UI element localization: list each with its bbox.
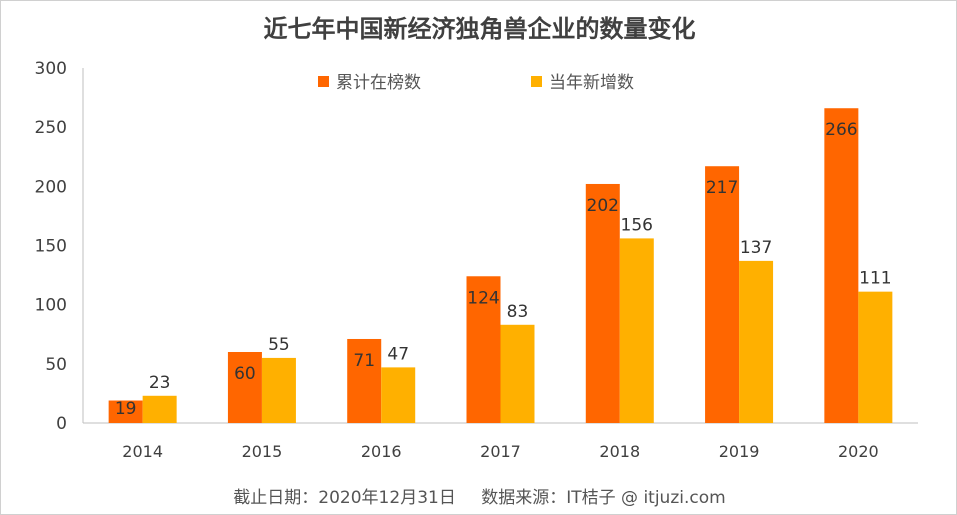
data-label-cumulative: 266 (825, 120, 857, 140)
data-label-new: 137 (740, 238, 772, 258)
bar-cumulative (347, 338, 382, 423)
data-label-cumulative: 202 (587, 196, 619, 216)
x-tick-label: 2019 (719, 442, 760, 461)
bar-new (381, 367, 416, 423)
bar-new (261, 357, 296, 423)
bar-new (500, 324, 535, 423)
data-label-new: 156 (621, 215, 653, 235)
y-tick-label: 300 (35, 59, 67, 79)
bar-new (858, 291, 893, 423)
bar-cumulative (705, 166, 740, 423)
data-label-cumulative: 19 (115, 399, 137, 419)
data-label-cumulative: 124 (467, 288, 499, 308)
data-source-note: 数据来源：IT桔子 @ itjuzi.com (481, 488, 726, 508)
bar-chart: 0 50 100 150 200 250 300 19 23 2014 60 55 2015 71 47 20… (35, 59, 918, 461)
legend-swatch (318, 76, 329, 87)
y-tick-label: 250 (35, 118, 67, 138)
bar-cumulative (108, 400, 143, 423)
bar-cumulative (824, 108, 859, 423)
bar-new (739, 260, 774, 423)
data-label-new: 47 (387, 344, 409, 364)
data-label-new: 83 (507, 302, 529, 322)
cutoff-date-note: 截止日期：2020年12月31日 (233, 488, 456, 508)
legend-swatch (531, 76, 542, 87)
data-label-cumulative: 217 (706, 178, 738, 198)
legend-entry: 当年新增数 (549, 73, 634, 93)
bar-cumulative (227, 352, 262, 423)
x-tick-label: 2020 (838, 442, 879, 461)
legend-entry: 累计在榜数 (336, 73, 421, 93)
y-tick-label: 50 (45, 355, 67, 375)
y-tick-label: 200 (35, 177, 67, 197)
x-tick-label: 2016 (361, 442, 402, 461)
chart-title: 近七年中国新经济独角兽企业的数量变化 (263, 14, 696, 43)
chart-footer: 截止日期：2020年12月31日 数据来源：IT桔子 @ itjuzi.com (1, 483, 957, 508)
x-tick-label: 2017 (480, 442, 521, 461)
data-label-new: 23 (149, 373, 171, 393)
y-tick-label: 0 (56, 414, 67, 434)
x-tick-label: 2014 (122, 442, 163, 461)
bar-new (619, 238, 654, 423)
data-label-cumulative: 71 (353, 351, 375, 371)
data-label-new: 111 (859, 269, 891, 289)
data-label-new: 55 (268, 335, 290, 355)
y-tick-label: 150 (35, 237, 67, 257)
x-tick-label: 2018 (599, 442, 640, 461)
x-tick-label: 2015 (242, 442, 283, 461)
data-label-cumulative: 60 (234, 364, 256, 384)
bar-cumulative (585, 183, 620, 423)
bar-cumulative (466, 276, 501, 423)
bar-new (142, 395, 177, 423)
y-tick-label: 100 (35, 296, 67, 316)
